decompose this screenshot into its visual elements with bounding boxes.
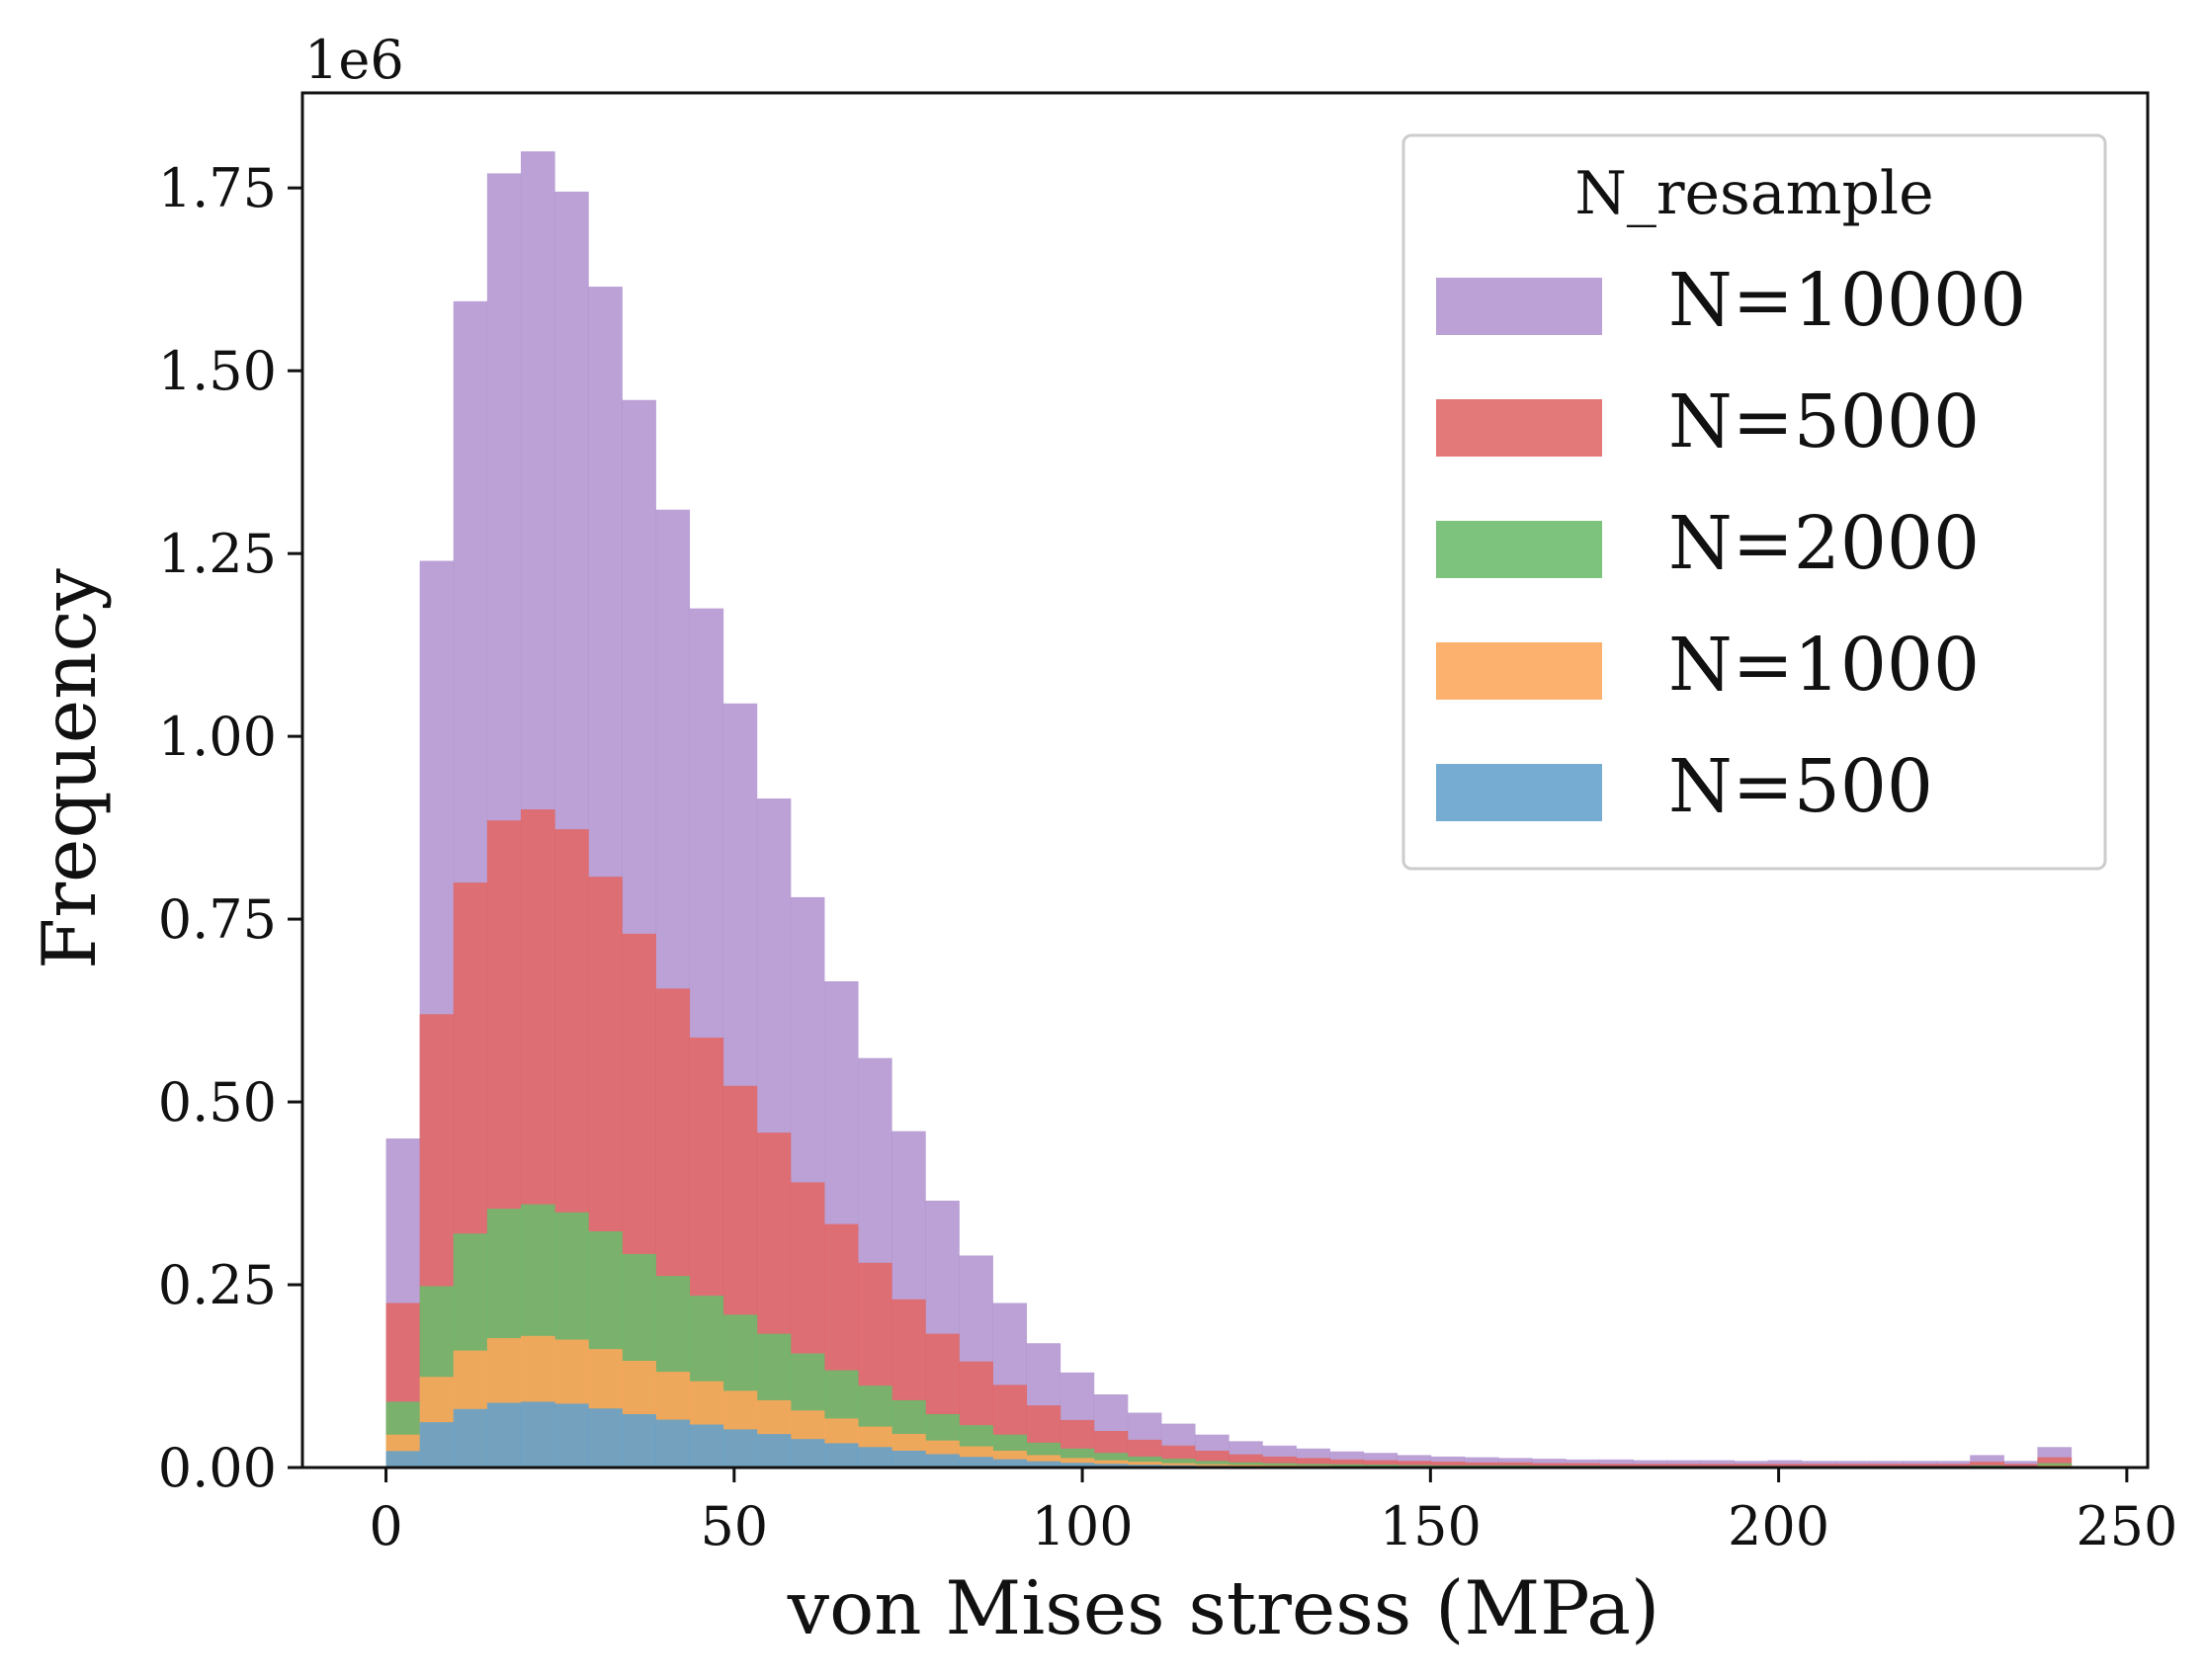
x-tick-label: 200 bbox=[1728, 1495, 1829, 1557]
bar bbox=[1262, 1456, 1297, 1468]
x-tick-label: 100 bbox=[1032, 1495, 1134, 1557]
bar bbox=[992, 1459, 1028, 1468]
y-tick-label: 1.00 bbox=[158, 706, 277, 768]
bar bbox=[1160, 1459, 1196, 1468]
y-tick-label: 0.00 bbox=[158, 1437, 277, 1499]
bar bbox=[891, 1450, 926, 1468]
bar bbox=[1734, 1464, 1769, 1468]
bar bbox=[823, 1443, 859, 1468]
bar bbox=[385, 1451, 421, 1468]
legend-swatch bbox=[1436, 278, 1602, 335]
bar bbox=[1397, 1461, 1432, 1468]
bar bbox=[453, 1408, 488, 1468]
bar bbox=[1936, 1464, 1971, 1468]
y-tick-label: 1.75 bbox=[158, 157, 277, 219]
x-tick-label: 150 bbox=[1380, 1495, 1482, 1557]
bar bbox=[1834, 1464, 1870, 1468]
legend-label: N=500 bbox=[1668, 744, 1933, 829]
bar bbox=[1060, 1463, 1095, 1468]
bar bbox=[2037, 1457, 2073, 1468]
legend: N_resample N=10000 N=5000 N=2000 N=1000 N=50… bbox=[1401, 133, 2107, 871]
bar bbox=[1599, 1459, 1634, 1468]
bar bbox=[520, 1401, 555, 1468]
bar bbox=[1329, 1459, 1365, 1468]
bar bbox=[1531, 1459, 1567, 1468]
x-tick-label: 250 bbox=[2076, 1495, 2177, 1557]
axes-layer bbox=[300, 91, 2150, 1470]
legend-label: N=5000 bbox=[1668, 379, 1980, 464]
bar bbox=[790, 1439, 825, 1468]
y-tick-label: 0.50 bbox=[158, 1071, 277, 1134]
bar bbox=[655, 1419, 691, 1468]
bar bbox=[1296, 1458, 1330, 1468]
bar bbox=[925, 1454, 960, 1468]
bar bbox=[419, 1422, 455, 1468]
y-axis-label: Frequency bbox=[26, 568, 113, 969]
bar bbox=[1464, 1462, 1499, 1468]
bar bbox=[1026, 1461, 1061, 1468]
legend-title: N_resample bbox=[1574, 159, 1933, 228]
x-tick-label: 0 bbox=[369, 1495, 402, 1557]
bar bbox=[1430, 1462, 1466, 1468]
bar bbox=[1363, 1460, 1399, 1468]
x-tick-label: 50 bbox=[700, 1495, 768, 1557]
legend-label: N=1000 bbox=[1668, 623, 1980, 708]
y-tick-label: 1.50 bbox=[158, 340, 277, 402]
legend-swatch bbox=[1436, 642, 1602, 700]
legend-entries: N=10000 N=5000 N=2000 N=1000 N=500 bbox=[1436, 258, 2026, 829]
legend-swatch bbox=[1436, 521, 1602, 578]
y-scale-label: 1e6 bbox=[304, 29, 404, 91]
legend-label: N=10000 bbox=[1668, 258, 2026, 343]
bar bbox=[959, 1457, 993, 1468]
bar bbox=[1868, 1464, 1904, 1468]
bar bbox=[722, 1429, 758, 1468]
bar bbox=[689, 1424, 724, 1468]
bar bbox=[1970, 1462, 2004, 1468]
y-tick-label: 1.25 bbox=[158, 523, 277, 585]
bar bbox=[1329, 1464, 1365, 1468]
bar bbox=[2003, 1464, 2039, 1468]
bar bbox=[857, 1447, 892, 1468]
bars-layer bbox=[385, 151, 2073, 1469]
bar bbox=[1093, 1464, 1129, 1468]
bar bbox=[1767, 1464, 1803, 1468]
bar bbox=[1566, 1463, 1600, 1468]
bar bbox=[1700, 1464, 1736, 1468]
bar bbox=[486, 1402, 522, 1468]
bar bbox=[1599, 1464, 1634, 1468]
bar bbox=[1666, 1464, 1702, 1468]
bar bbox=[1194, 1461, 1230, 1468]
plot-frame bbox=[300, 91, 2150, 1470]
legend-swatch bbox=[1436, 399, 1602, 457]
bar bbox=[554, 1403, 589, 1468]
bar bbox=[622, 1413, 656, 1468]
bar bbox=[756, 1434, 792, 1468]
bar bbox=[1497, 1462, 1533, 1468]
x-axis-label: von Mises stress (MPa) bbox=[787, 1564, 1659, 1651]
bar bbox=[1127, 1462, 1162, 1468]
bar bbox=[1801, 1464, 1836, 1468]
bar bbox=[1633, 1464, 1667, 1468]
bar bbox=[588, 1408, 623, 1468]
legend-label: N=2000 bbox=[1668, 501, 1980, 586]
legend-swatch bbox=[1436, 764, 1602, 821]
y-tick-label: 0.25 bbox=[158, 1254, 277, 1316]
y-tick-label: 0.75 bbox=[158, 888, 277, 951]
bar bbox=[1903, 1464, 1937, 1468]
bar bbox=[1531, 1463, 1567, 1468]
ticks-layer: 0 50 100 150 200 250 0.00 0.25 0.50 0.75 1.00 1.25 1… bbox=[158, 157, 2178, 1557]
